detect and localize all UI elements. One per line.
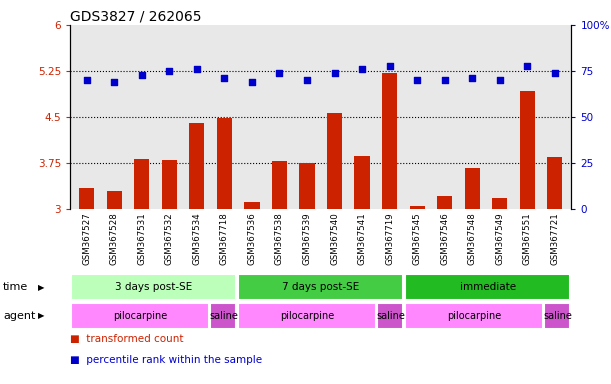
Bar — [547, 157, 562, 209]
Point — [274, 70, 284, 76]
Text: GSM367551: GSM367551 — [523, 212, 532, 265]
Point — [412, 77, 422, 83]
FancyBboxPatch shape — [377, 303, 403, 329]
Text: 3 days post-SE: 3 days post-SE — [115, 282, 192, 292]
Bar — [162, 160, 177, 209]
Point — [247, 79, 257, 85]
Text: ■  percentile rank within the sample: ■ percentile rank within the sample — [70, 355, 262, 365]
Point — [82, 77, 92, 83]
Text: pilocarpine: pilocarpine — [112, 311, 167, 321]
Text: GSM367534: GSM367534 — [192, 212, 202, 265]
Text: GSM367718: GSM367718 — [220, 212, 229, 265]
Text: saline: saline — [376, 311, 405, 321]
Text: GSM367539: GSM367539 — [302, 212, 312, 265]
Bar — [299, 162, 315, 209]
Text: GSM367721: GSM367721 — [551, 212, 559, 265]
Text: saline: saline — [543, 311, 572, 321]
FancyBboxPatch shape — [405, 303, 543, 329]
Text: GSM367531: GSM367531 — [137, 212, 147, 265]
Text: GSM367546: GSM367546 — [440, 212, 449, 265]
Text: saline: saline — [209, 311, 238, 321]
FancyBboxPatch shape — [210, 303, 236, 329]
Text: GSM367528: GSM367528 — [110, 212, 119, 265]
Text: immediate: immediate — [459, 282, 516, 292]
Point — [385, 63, 395, 69]
Text: agent: agent — [3, 311, 35, 321]
FancyBboxPatch shape — [71, 274, 236, 300]
Bar — [464, 167, 480, 209]
Bar — [492, 198, 507, 209]
Point — [192, 66, 202, 72]
Bar — [244, 202, 260, 209]
Bar — [217, 118, 232, 209]
Point — [467, 75, 477, 81]
Bar — [520, 91, 535, 209]
Text: time: time — [3, 282, 28, 292]
Text: ▶: ▶ — [38, 311, 45, 320]
FancyBboxPatch shape — [405, 274, 571, 300]
FancyBboxPatch shape — [238, 274, 403, 300]
Point — [495, 77, 505, 83]
Text: GSM367527: GSM367527 — [82, 212, 91, 265]
Text: GSM367549: GSM367549 — [495, 212, 504, 265]
Bar — [327, 113, 342, 209]
Bar — [107, 191, 122, 209]
Text: GSM367719: GSM367719 — [385, 212, 394, 265]
Point — [137, 72, 147, 78]
Text: GSM367540: GSM367540 — [330, 212, 339, 265]
Bar — [134, 159, 150, 209]
Text: GSM367536: GSM367536 — [247, 212, 257, 265]
Point — [109, 79, 119, 85]
Bar — [409, 206, 425, 209]
Bar — [189, 123, 205, 209]
Text: ■  transformed count: ■ transformed count — [70, 334, 184, 344]
Bar — [382, 73, 397, 209]
Bar — [354, 156, 370, 209]
Point — [302, 77, 312, 83]
Point — [219, 75, 229, 81]
Text: GSM367548: GSM367548 — [467, 212, 477, 265]
Text: ▶: ▶ — [38, 283, 45, 291]
Text: GSM367532: GSM367532 — [165, 212, 174, 265]
Text: GSM367545: GSM367545 — [412, 212, 422, 265]
Text: pilocarpine: pilocarpine — [280, 311, 334, 321]
Point — [522, 63, 532, 69]
FancyBboxPatch shape — [238, 303, 376, 329]
Point — [440, 77, 450, 83]
Text: pilocarpine: pilocarpine — [447, 311, 501, 321]
Point — [550, 70, 560, 76]
Point — [164, 68, 174, 74]
FancyBboxPatch shape — [544, 303, 571, 329]
Text: GDS3827 / 262065: GDS3827 / 262065 — [70, 9, 202, 23]
Bar — [437, 196, 452, 209]
Text: 7 days post-SE: 7 days post-SE — [282, 282, 359, 292]
Text: GSM367538: GSM367538 — [275, 212, 284, 265]
FancyBboxPatch shape — [71, 303, 208, 329]
Point — [330, 70, 340, 76]
Text: GSM367541: GSM367541 — [357, 212, 367, 265]
Bar — [79, 188, 94, 209]
Point — [357, 66, 367, 72]
Bar — [272, 161, 287, 209]
